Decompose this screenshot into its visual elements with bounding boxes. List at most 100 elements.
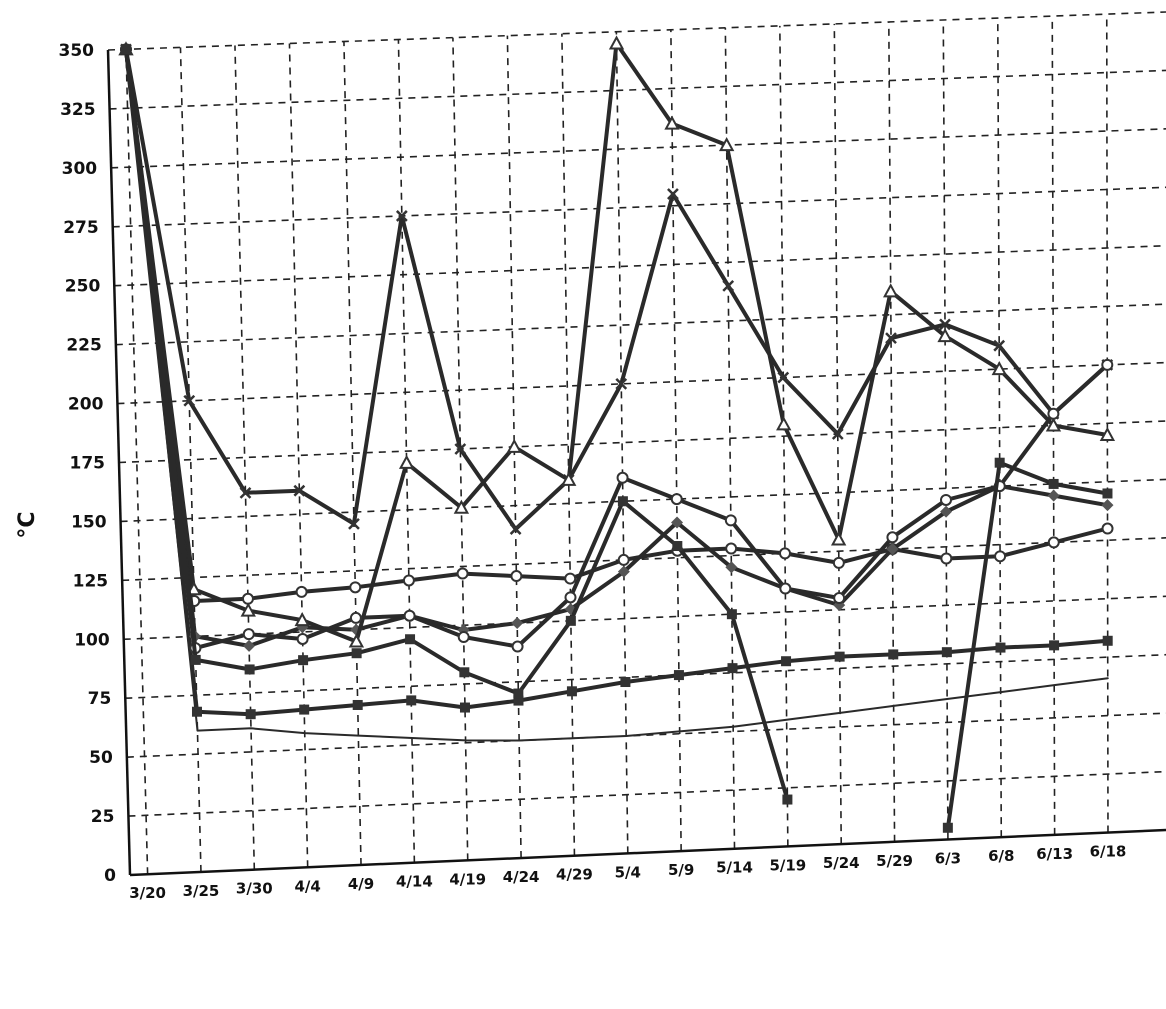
x-tick-label: 6/13 <box>1036 845 1073 863</box>
x-tick-label: 3/25 <box>183 882 220 900</box>
data-point <box>1101 499 1114 512</box>
data-point <box>513 695 524 706</box>
data-point <box>348 633 365 648</box>
data-point <box>349 611 362 624</box>
y-tick-label: 325 <box>60 100 96 120</box>
data-point <box>191 706 202 717</box>
data-point <box>298 655 309 666</box>
grid-line-v <box>615 31 629 854</box>
x-tick-label: 5/4 <box>615 863 641 881</box>
data-point <box>886 542 899 555</box>
data-point <box>406 695 417 706</box>
data-point <box>615 377 628 390</box>
data-point <box>670 493 683 506</box>
data-point <box>241 592 254 605</box>
grid-line-h <box>115 303 1166 346</box>
data-point <box>994 457 1005 468</box>
data-point <box>239 486 252 499</box>
data-point <box>1047 489 1060 502</box>
x-tick-label: 4/4 <box>294 877 320 895</box>
data-point <box>299 704 310 715</box>
data-point <box>991 361 1007 376</box>
y-tick-label: 0 <box>104 866 116 886</box>
y-tick-label: 100 <box>74 630 110 650</box>
grid-line-h <box>118 420 1166 464</box>
data-point <box>779 582 792 595</box>
x-tick-labels: 3/20 3/25 3/30 4/4 4/9 4/14 4/19 4/24 4/29 5/4 5/9… <box>129 843 1126 903</box>
x-tick-label: 4/14 <box>396 873 433 891</box>
data-point <box>994 550 1007 563</box>
x-tick-label: 5/19 <box>769 856 806 874</box>
data-point <box>937 327 953 343</box>
series-line <box>945 460 1110 830</box>
data-point <box>293 484 306 497</box>
data-point <box>240 602 256 617</box>
data-point <box>781 656 792 667</box>
data-point <box>883 283 899 298</box>
data-point <box>509 523 522 535</box>
data-point <box>351 648 362 659</box>
y-tick-label: 350 <box>59 41 95 61</box>
data-point <box>245 709 256 720</box>
grid-line-h <box>125 653 1166 700</box>
data-point <box>608 35 625 50</box>
x-tick-label: 5/29 <box>876 852 913 870</box>
y-tick-labels: 0 25 50 75 100 125 150 175 200 225 250 275 300 325 350 <box>59 41 117 886</box>
data-point <box>456 567 469 580</box>
data-point <box>617 496 628 507</box>
data-point <box>564 591 577 604</box>
data-point <box>402 574 415 587</box>
y-tick-label: 125 <box>73 571 109 591</box>
data-point <box>243 639 256 652</box>
data-point <box>617 553 630 566</box>
grid-line-v <box>833 23 843 845</box>
data-point <box>940 505 953 518</box>
data-point <box>620 677 631 688</box>
grid <box>107 11 1166 875</box>
grid-line-h <box>123 595 1166 641</box>
data-point <box>183 394 196 407</box>
data-point <box>667 188 679 200</box>
grid-line-h <box>122 537 1166 582</box>
y-tick-label: 225 <box>66 336 102 356</box>
x-tick-label: 4/9 <box>348 875 374 893</box>
x-tick-label: 3/20 <box>129 884 166 902</box>
data-point <box>352 699 363 710</box>
data-point <box>830 531 847 546</box>
data-point <box>459 702 470 713</box>
data-point <box>942 822 953 833</box>
grid-line-v <box>942 19 949 840</box>
x-tick-label: 6/18 <box>1090 843 1127 861</box>
series-line <box>124 41 1110 644</box>
x-tick-label: 5/14 <box>716 859 753 877</box>
data-point <box>295 585 308 598</box>
series-layer <box>118 35 1116 833</box>
x-tick-label: 4/19 <box>449 870 486 888</box>
data-point <box>513 688 524 699</box>
data-point <box>782 794 793 805</box>
data-point <box>1102 635 1113 646</box>
grid-line-v <box>724 27 736 849</box>
data-point <box>186 581 202 596</box>
data-point <box>457 631 470 644</box>
data-point <box>725 542 738 555</box>
axes <box>106 49 1166 877</box>
data-point <box>190 654 201 665</box>
data-point <box>726 609 737 620</box>
data-point <box>1101 358 1114 371</box>
x-tick-label: 4/24 <box>503 868 540 886</box>
data-point <box>617 565 630 578</box>
data-point <box>834 651 845 662</box>
data-point <box>1099 426 1116 442</box>
data-point <box>294 612 310 627</box>
grid-line-h <box>128 770 1166 817</box>
data-point <box>296 632 309 645</box>
y-tick-label: 250 <box>65 277 101 297</box>
data-point <box>398 454 415 469</box>
data-point <box>511 640 524 653</box>
grid-line-h <box>107 11 1166 51</box>
x-tick-label: 3/30 <box>236 880 273 898</box>
data-point <box>886 531 899 544</box>
y-axis-line <box>106 49 132 876</box>
data-point <box>510 570 523 583</box>
